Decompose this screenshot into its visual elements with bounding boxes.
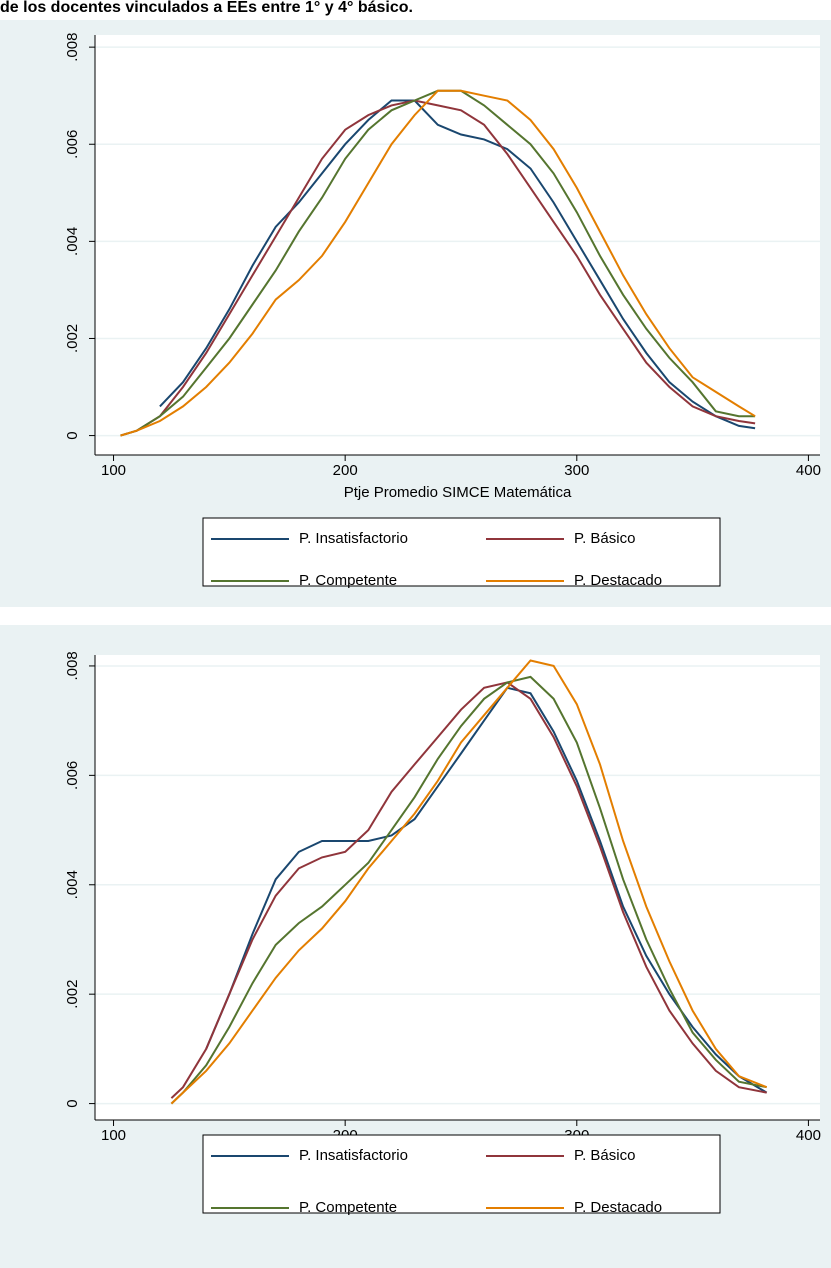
legend-label: P. Insatisfactorio (299, 530, 408, 547)
x-tick-label: 100 (101, 462, 126, 479)
y-tick-label: .008 (64, 651, 81, 680)
x-tick-label: 300 (564, 462, 589, 479)
legend-label: P. Básico (574, 1147, 635, 1164)
page-title: de los docentes vinculados a EEs entre 1… (0, 0, 413, 16)
legend-label: P. Competente (299, 572, 397, 589)
legend-label: P. Insatisfactorio (299, 1147, 408, 1164)
legend-box (202, 1134, 721, 1214)
x-axis-label: Ptje Promedio SIMCE Matemática (344, 484, 572, 501)
y-tick-label: .008 (64, 33, 81, 62)
y-tick-label: .002 (64, 980, 81, 1009)
x-tick-label: 100 (101, 1127, 126, 1144)
x-tick-label: 400 (796, 462, 821, 479)
series-line (120, 99, 756, 437)
legend-label: P. Destacado (574, 1199, 662, 1216)
y-tick-label: .002 (64, 324, 81, 353)
legend-label: P. Competente (299, 1199, 397, 1216)
series-line (170, 681, 767, 1099)
x-tick-label: 400 (796, 1127, 821, 1144)
series-line (170, 675, 767, 1105)
x-tick-label: 200 (333, 462, 358, 479)
y-tick-label: .004 (64, 870, 81, 899)
legend-box (202, 517, 721, 587)
series-line (205, 686, 768, 1094)
plot-area (95, 35, 820, 455)
series-line (120, 89, 756, 437)
series-line (159, 99, 756, 430)
y-tick-label: .006 (64, 761, 81, 790)
legend-label: P. Destacado (574, 572, 662, 589)
y-tick-label: 0 (64, 1099, 81, 1107)
y-tick-label: 0 (64, 431, 81, 439)
series-line (170, 659, 768, 1105)
y-tick-label: .004 (64, 227, 81, 256)
legend-label: P. Básico (574, 530, 635, 547)
y-tick-label: .006 (64, 130, 81, 159)
